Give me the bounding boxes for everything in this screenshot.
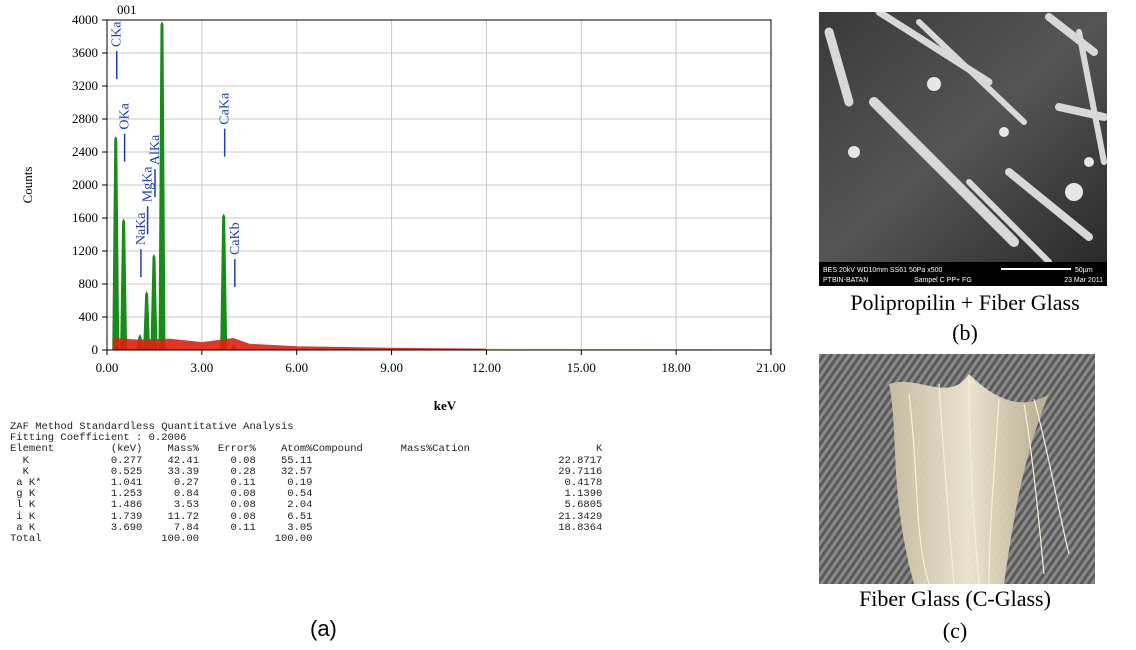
y-tick-label: 4000: [72, 12, 98, 27]
caption-c-title: Fiber Glass (C-Glass): [859, 586, 1051, 611]
peak-label: OKa: [118, 102, 133, 129]
fiber-glass-photo: [819, 354, 1095, 584]
x-tick-label: 18.00: [662, 360, 691, 375]
plot-frame: [106, 19, 772, 351]
grid-lines: [106, 19, 772, 351]
y-tick-label: 2400: [72, 144, 98, 159]
peak-label: AlKa: [148, 134, 163, 165]
y-tick-label: 1600: [72, 210, 98, 225]
spectrum-peak: [150, 254, 158, 351]
axis-ticks: 0.00 3.00 6.00 9.00 12.00 15.00 18.00 21.00 0 400…: [72, 12, 786, 375]
y-tick-label: 2000: [72, 177, 98, 192]
y-tick-label: 400: [79, 309, 99, 324]
sem-footer-params: BES 20kV WD10mm SS61 50Pa x500: [823, 267, 943, 274]
peak-label: MgKa: [141, 166, 156, 203]
sem-micrograph-image: BES 20kV WD10mm SS61 50Pa x500 PTBIN-BAT…: [819, 12, 1107, 286]
spectrum-peak: [120, 218, 128, 351]
eds-spectrum-chart: CKaOKaNaKaMgKaAlKaSiKaCaKaCaKb 0.003.006…: [20, 2, 786, 413]
spectrum-series: [112, 21, 772, 351]
y-tick-label: 800: [79, 276, 99, 291]
x-tick-label: 15.00: [567, 360, 596, 375]
peak-label: NaKa: [134, 212, 149, 245]
zaf-quantitative-table: ZAF Method Standardless Quantitative Ana…: [10, 421, 603, 546]
y-tick-label: 0: [92, 342, 99, 357]
caption-a: (a): [310, 616, 337, 641]
sem-footer-sample: Sampel C PP+ FG: [914, 277, 972, 284]
x-tick-label: 6.00: [285, 360, 308, 375]
peak-label: CKa: [110, 21, 125, 47]
caption-c-label: (c): [942, 618, 968, 643]
peak-annotations: CKaOKaNaKaMgKaAlKaSiKaCaKaCaKb: [110, 21, 243, 288]
x-tick-label: 0.00: [96, 360, 119, 375]
sem-footer-lab: PTBIN-BATAN: [823, 277, 868, 284]
caption-b-title: Polipropilin + Fiber Glass: [850, 290, 1080, 315]
x-axis-label: keV: [434, 398, 457, 413]
spectrum-peak: [158, 21, 166, 351]
spectrum-peak: [112, 136, 120, 351]
peak-label: CaKb: [228, 222, 243, 255]
x-tick-label: 21.00: [756, 360, 785, 375]
x-tick-label: 3.00: [190, 360, 213, 375]
y-axis-label: Counts: [20, 167, 35, 204]
peak-label: CaKa: [218, 92, 233, 125]
y-tick-label: 3600: [72, 45, 98, 60]
scale-label: 50µm: [1075, 267, 1093, 274]
y-tick-label: 1200: [72, 243, 98, 258]
y-tick-label: 2800: [72, 111, 98, 126]
spectrum-peak: [220, 213, 228, 351]
chart-title: 001: [117, 2, 137, 17]
spectrum-background: [112, 337, 487, 351]
sem-date: 23 Mar 2011: [1064, 277, 1103, 284]
y-tick-label: 3200: [72, 78, 98, 93]
x-tick-label: 12.00: [472, 360, 501, 375]
x-tick-label: 9.00: [380, 360, 403, 375]
caption-b-label: (b): [952, 320, 978, 345]
